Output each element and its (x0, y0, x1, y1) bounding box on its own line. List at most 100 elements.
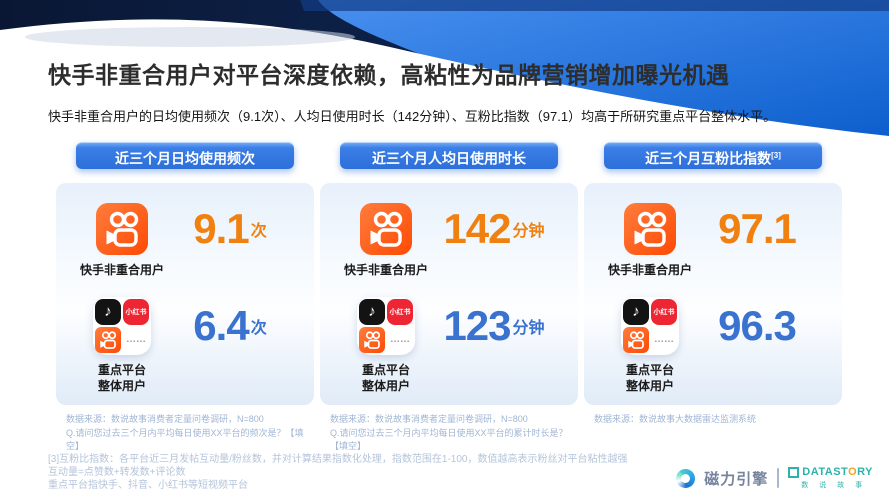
stat-label: 快手非重合用户 (607, 263, 692, 277)
icon-block: ♪ 小红书 …… (70, 296, 174, 395)
column-mutual-follow-index: 近三个月互粉比指数[3] 快手非重合用户 (584, 142, 842, 454)
xiaohongshu-icon: 小红书 (387, 298, 413, 325)
footnote-source: 数据来源：数说故事消费者定量问卷调研，N=800 (66, 414, 264, 424)
stat-value: 6.4 次 (174, 297, 304, 355)
kuaishou-icon (360, 203, 412, 255)
value-number: 6.4 (193, 301, 249, 349)
stat-label-line2: 整体用户 (625, 378, 674, 393)
datastory-chinese-text: 数 说 故 事 (801, 482, 867, 489)
kuaishou-icon (96, 203, 148, 255)
cili-engine-icon (676, 468, 696, 488)
douyin-icon: ♪ (95, 298, 121, 325)
blue-top-strip (300, 0, 889, 11)
xiaohongshu-icon: 小红书 (651, 298, 677, 325)
page-subtitle: 快手非重合用户的日均使用频次（9.1次）、人均日使用时长（142分钟）、互粉比指… (48, 109, 777, 124)
kuaishou-mini-icon (95, 326, 121, 353)
datastory-logo-icon (788, 466, 800, 478)
stat-value: 96.3 (702, 297, 832, 355)
platforms-cluster-icon: ♪ 小红书 …… (357, 296, 415, 355)
stat-panel: 快手非重合用户 9.1 次 ♪ 小红书 (56, 183, 314, 405)
stat-panel: 快手非重合用户 97.1 ♪ 小红书 (584, 183, 842, 405)
column-header: 近三个月日均使用频次 (76, 142, 294, 169)
value-number: 9.1 (193, 205, 249, 252)
platforms-cluster-icon: ♪ 小红书 …… (621, 296, 679, 355)
kuaishou-mini-icon (623, 326, 649, 353)
logo-divider (777, 468, 780, 488)
kuaishou-mini-icon (359, 326, 385, 353)
datastory-logo-text: DATASTORY (802, 466, 873, 478)
column-daily-duration: 近三个月人均日使用时长 快手非重合用户 (320, 142, 578, 454)
footnote-source: 数据来源：数说故事大数据雷达监测系统 (594, 414, 757, 424)
stat-row-platforms: ♪ 小红书 …… (330, 296, 568, 395)
stat-panel: 快手非重合用户 142 分钟 ♪ 小红书 (320, 183, 578, 405)
kuaishou-icon (624, 203, 676, 255)
datastory-text-part2: RY (857, 466, 873, 478)
value-unit: 次 (250, 223, 267, 240)
datastory-logo-top: DATASTORY (788, 466, 873, 478)
blue-swoosh (295, 0, 889, 141)
value-unit: 分钟 (512, 319, 545, 337)
stat-label: 快手非重合用户 (343, 263, 428, 277)
stat-label: 重点平台 整体用户 (626, 363, 674, 395)
stat-label: 快手非重合用户 (79, 263, 164, 277)
icon-block: ♪ 小红书 …… (334, 296, 438, 395)
stat-value: 9.1 次 (174, 203, 304, 255)
column-daily-frequency: 近三个月日均使用频次 (56, 142, 314, 454)
datastory-logo: DATASTORY 数 说 故 事 (788, 466, 873, 490)
metric-columns: 近三个月日均使用频次 (56, 142, 846, 454)
column-header-superscript: [3] (771, 151, 781, 160)
footnote-question: Q.请问您过去三个月内平均每日使用XX平台的累计时长是？【填空】 (330, 427, 568, 452)
gray-swoosh (25, 27, 355, 47)
header-decoration (0, 0, 889, 150)
datastory-text-part1: DATAST (802, 466, 849, 478)
stat-value: 142 分钟 (438, 203, 568, 255)
stat-row-platforms: ♪ 小红书 …… (66, 296, 304, 395)
column-header-label: 近三个月人均日使用时长 (372, 150, 526, 167)
note-line: 互动量=点赞数+转发数+评论数 (48, 467, 186, 478)
cili-engine-logo-text: 磁力引擎 (704, 470, 769, 488)
icon-block: 快手非重合用户 (598, 203, 702, 279)
value-unit: 分钟 (512, 223, 545, 240)
icon-block: 快手非重合用户 (334, 203, 438, 279)
value-unit: 次 (250, 319, 267, 337)
page-title: 快手非重合用户对平台深度依赖，高粘性为品牌营销增加曝光机遇 (48, 62, 730, 88)
column-header: 近三个月互粉比指数[3] (604, 142, 822, 169)
stat-label-line2: 整体用户 (361, 378, 410, 393)
note-line: [3]互粉比指数：各平台近三月发帖互动量/粉丝数，并对计算结果指数化处理，指数范… (48, 454, 628, 465)
stat-label-line2: 整体用户 (97, 378, 146, 393)
icon-block: ♪ 小红书 …… (598, 296, 702, 395)
stat-row-kuaishou: 快手非重合用户 97.1 (594, 203, 832, 279)
stat-row-platforms: ♪ 小红书 …… (594, 296, 832, 395)
footnote-question: Q.请问您过去三个月内平均每日使用XX平台的频次是？【填空】 (66, 427, 304, 452)
card-curve (0, 19, 889, 150)
column-header: 近三个月人均日使用时长 (340, 142, 558, 169)
xiaohongshu-icon: 小红书 (123, 298, 149, 325)
column-header-label: 近三个月互粉比指数 (645, 150, 772, 167)
stat-label-line1: 重点平台 (361, 362, 410, 377)
footnote-source: 数据来源：数说故事消费者定量问卷调研，N=800 (330, 414, 528, 424)
datastory-text-o: O (848, 466, 858, 478)
brand-logos: 磁力引擎 DATASTORY 数 说 故 事 (676, 466, 873, 490)
value-number: 97.1 (718, 205, 797, 252)
value-number: 142 (443, 205, 511, 252)
douyin-icon: ♪ (359, 298, 385, 325)
stat-label: 重点平台 整体用户 (98, 363, 146, 395)
stat-label-line1: 重点平台 (97, 362, 146, 377)
value-number: 123 (443, 301, 511, 349)
column-footnote: 数据来源：数说故事大数据雷达监测系统 (584, 413, 842, 427)
note-line: 重点平台指快手、抖音、小红书等短视频平台 (48, 480, 248, 491)
stat-label: 重点平台 整体用户 (362, 363, 410, 395)
stat-value: 97.1 (702, 203, 832, 255)
column-footnote: 数据来源：数说故事消费者定量问卷调研，N=800 Q.请问您过去三个月内平均每日… (56, 413, 314, 454)
stat-label-line1: 重点平台 (625, 362, 674, 377)
stat-value: 123 分钟 (438, 297, 568, 355)
icon-block: 快手非重合用户 (70, 203, 174, 279)
stat-row-kuaishou: 快手非重合用户 142 分钟 (330, 203, 568, 279)
stat-row-kuaishou: 快手非重合用户 9.1 次 (66, 203, 304, 279)
more-platforms-icon: …… (651, 326, 677, 353)
column-footnote: 数据来源：数说故事消费者定量问卷调研，N=800 Q.请问您过去三个月内平均每日… (320, 413, 578, 454)
more-platforms-icon: …… (387, 326, 413, 353)
bottom-notes: [3]互粉比指数：各平台近三月发帖互动量/粉丝数，并对计算结果指数化处理，指数范… (48, 453, 627, 492)
douyin-icon: ♪ (623, 298, 649, 325)
